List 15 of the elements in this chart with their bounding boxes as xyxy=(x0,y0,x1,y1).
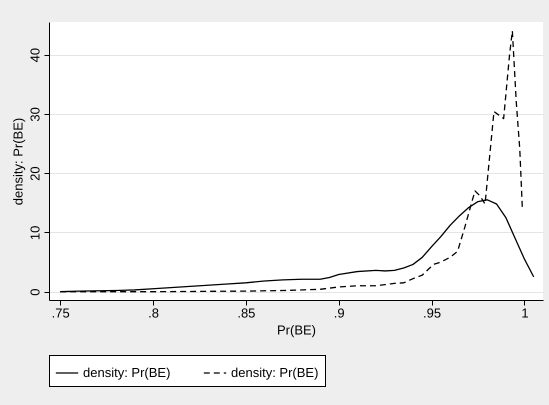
y-tick-label: 30 xyxy=(28,107,42,122)
x-tick-label: .8 xyxy=(148,306,159,320)
y-axis-title: density: Pr(BE) xyxy=(10,118,26,206)
y-tick-label: 10 xyxy=(28,226,42,240)
y-tick-label: 20 xyxy=(28,166,42,181)
x-tick-label: .95 xyxy=(423,306,442,320)
legend-label: density: Pr(BE) xyxy=(231,365,318,380)
legend-label: density: Pr(BE) xyxy=(83,365,170,380)
x-tick-label: .85 xyxy=(237,306,256,320)
x-axis-title: Pr(BE) xyxy=(277,322,316,338)
y-tick-label: 0 xyxy=(28,288,42,296)
x-tick-label: .75 xyxy=(52,306,70,320)
x-tick-label: 1 xyxy=(521,306,529,320)
x-tick-label: .9 xyxy=(334,306,345,320)
y-tick-label: 40 xyxy=(28,48,42,62)
